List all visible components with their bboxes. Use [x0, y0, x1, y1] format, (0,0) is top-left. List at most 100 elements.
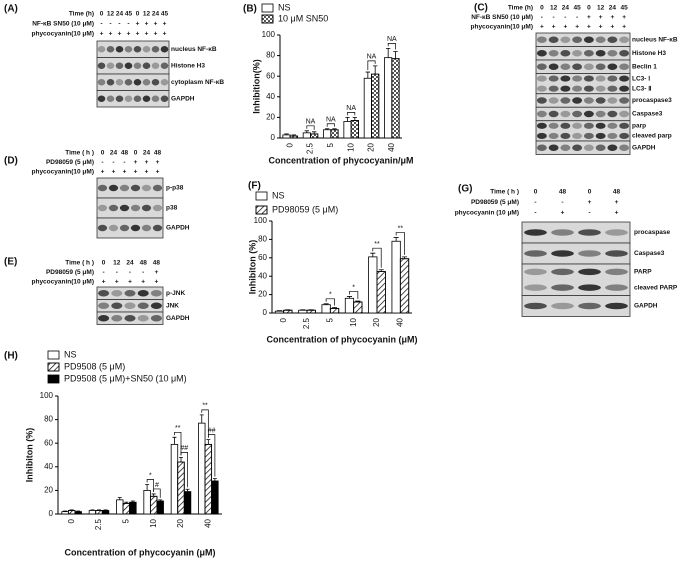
y-tick-label: 80 — [44, 415, 53, 424]
error-bar — [145, 484, 150, 491]
blot-band — [115, 62, 124, 69]
error-bar — [103, 509, 108, 511]
lane-label: - — [101, 159, 103, 166]
band-label: cleaved parp — [632, 133, 672, 140]
blot-band — [536, 122, 547, 129]
condition-label: phycocyanin(10 μM) — [32, 169, 95, 176]
legend-swatch-pattern — [261, 14, 274, 24]
lane-label: - — [103, 269, 105, 276]
bar-pattern — [67, 510, 76, 515]
lane-label: - — [127, 21, 129, 28]
lane-label: + — [123, 169, 127, 176]
blot-band — [524, 284, 547, 291]
lane-label: + — [587, 24, 591, 31]
lane-label: 45 — [574, 5, 582, 12]
blot-band — [141, 224, 152, 232]
lane-label: 12 — [597, 5, 605, 12]
lane-label: 12 — [113, 260, 121, 267]
significance-label: NA — [306, 119, 316, 126]
blot-band — [583, 85, 594, 92]
lane-label: + — [156, 159, 160, 166]
blot-band — [130, 184, 141, 192]
blot-band — [595, 132, 606, 139]
blot-band — [111, 290, 123, 297]
blot-band — [619, 63, 630, 70]
significance-bracket — [146, 479, 155, 492]
error-bar — [97, 509, 101, 511]
lane-label: 45 — [161, 11, 169, 18]
lane-label: + — [610, 14, 614, 21]
error-bar — [117, 497, 122, 500]
condition-label: PD98059 (5 μM) — [46, 159, 94, 166]
bar — [211, 480, 219, 515]
blot-band — [560, 122, 571, 129]
lane-label: + — [134, 159, 138, 166]
lane-label: 0 — [136, 11, 140, 18]
blot-band — [595, 110, 606, 118]
y-axis-title: Inhibiton (%) — [247, 240, 257, 294]
lane-label: 48 — [153, 260, 161, 267]
blot-band — [151, 46, 160, 53]
lane-label: 0 — [100, 11, 104, 18]
blot-band — [536, 144, 547, 151]
lane-label: - — [100, 21, 102, 28]
condition-label: phycocyanin(10 μM) — [471, 24, 534, 31]
lane-label: 48 — [559, 189, 567, 196]
lane-label: - — [118, 21, 120, 28]
bar — [321, 304, 331, 314]
blot-band — [595, 144, 606, 151]
bar — [343, 121, 352, 139]
error-bar — [291, 134, 297, 136]
error-bar — [352, 117, 358, 121]
blot-band — [578, 284, 601, 291]
x-tick-label: 40 — [203, 518, 212, 527]
bar-pattern — [391, 58, 400, 139]
error-bar — [332, 128, 337, 130]
blot-band — [133, 46, 142, 53]
bar-pattern — [350, 120, 359, 139]
band-label: p38 — [166, 205, 178, 212]
legend-label: PD9508 (5 μM) — [64, 361, 125, 371]
blot-band — [551, 268, 574, 276]
blot-band — [536, 85, 547, 92]
lane-label: - — [116, 269, 118, 276]
blot-band — [119, 224, 130, 232]
bar — [323, 129, 332, 139]
blot-band — [583, 63, 594, 70]
blot-band — [578, 250, 601, 257]
lane-label: + — [100, 31, 104, 38]
blot-band — [130, 224, 141, 232]
band-label: PARP — [634, 269, 652, 276]
lane-label: 24 — [143, 150, 151, 157]
band-label: Caspase3 — [634, 250, 665, 257]
error-bar — [63, 510, 68, 512]
band-label: nucleus NF-κB — [632, 36, 678, 43]
x-tick-label: 40 — [395, 317, 404, 326]
lane-label: + — [145, 31, 149, 38]
bar — [298, 309, 308, 314]
lane-label: + — [622, 24, 626, 31]
y-tick-label: 20 — [44, 486, 53, 495]
blot-band — [548, 122, 559, 129]
blot-band — [619, 75, 630, 82]
band-label: cleaved PARP — [634, 284, 678, 291]
blot-band — [97, 46, 106, 53]
blot-strip — [521, 263, 631, 296]
lane-label: 0 — [134, 150, 138, 157]
lane-label: + — [155, 269, 159, 276]
blot-band — [150, 315, 162, 322]
blot-band — [551, 302, 574, 310]
blot-band — [536, 63, 547, 70]
lane-label: 48 — [613, 189, 621, 196]
bar — [274, 310, 285, 314]
panel-label: (D) — [4, 156, 18, 167]
error-bar — [304, 130, 310, 133]
lane-label: + — [155, 279, 159, 286]
blot-band — [119, 204, 130, 212]
lane-label: + — [118, 31, 122, 38]
blot-band — [97, 95, 106, 102]
blot-band — [151, 95, 160, 102]
lane-label: + — [128, 279, 132, 286]
lane-label: - — [564, 14, 566, 21]
blot-band — [548, 144, 559, 151]
